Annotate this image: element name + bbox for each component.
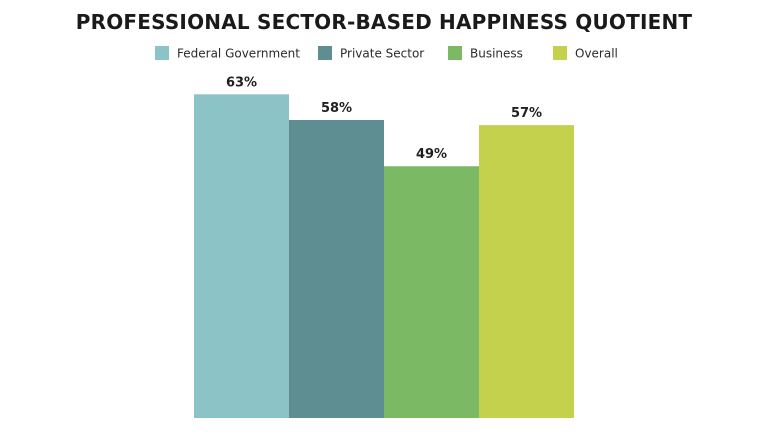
bar-0 [194, 94, 289, 418]
legend-label-0: Federal Government [177, 47, 300, 61]
bar-3 [479, 125, 574, 418]
bar-2 [384, 166, 479, 418]
value-label-3: 57% [511, 106, 542, 121]
legend-swatch-0 [155, 46, 169, 60]
value-labels: 63% 58% 49% 57% [226, 75, 542, 162]
legend-swatch-2 [448, 46, 462, 60]
bar-1 [289, 119, 384, 418]
bars [194, 94, 574, 418]
legend-label-1: Private Sector [340, 47, 424, 61]
legend-swatch-3 [553, 46, 567, 60]
chart-title: PROFESSIONAL SECTOR-BASED HAPPINESS QUOT… [76, 10, 693, 34]
value-label-2: 49% [416, 147, 447, 162]
legend-label-2: Business [470, 47, 523, 61]
legend-label-3: Overall [575, 47, 618, 61]
value-label-0: 63% [226, 75, 257, 90]
legend: Federal Government Private Sector Business… [155, 46, 618, 61]
value-label-1: 58% [321, 101, 352, 116]
legend-swatch-1 [318, 46, 332, 60]
